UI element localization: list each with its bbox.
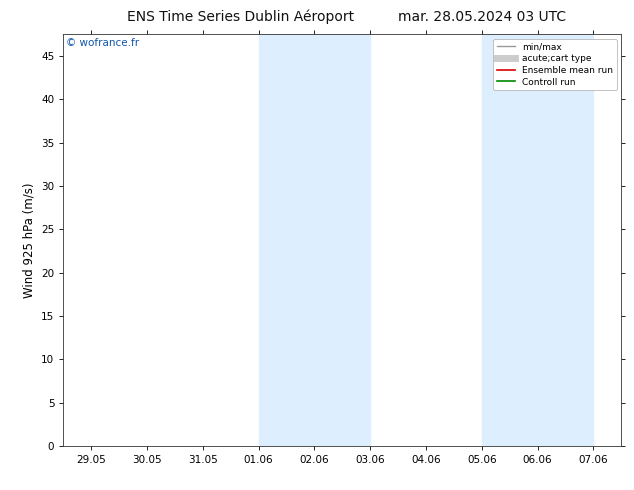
Text: © wofrance.fr: © wofrance.fr: [66, 38, 139, 49]
Text: ENS Time Series Dublin Aéroport: ENS Time Series Dublin Aéroport: [127, 10, 354, 24]
Text: mar. 28.05.2024 03 UTC: mar. 28.05.2024 03 UTC: [398, 10, 566, 24]
Y-axis label: Wind 925 hPa (m/s): Wind 925 hPa (m/s): [23, 182, 36, 298]
Legend: min/max, acute;cart type, Ensemble mean run, Controll run: min/max, acute;cart type, Ensemble mean …: [493, 39, 617, 90]
Bar: [482, 34, 593, 446]
Bar: [259, 34, 370, 446]
